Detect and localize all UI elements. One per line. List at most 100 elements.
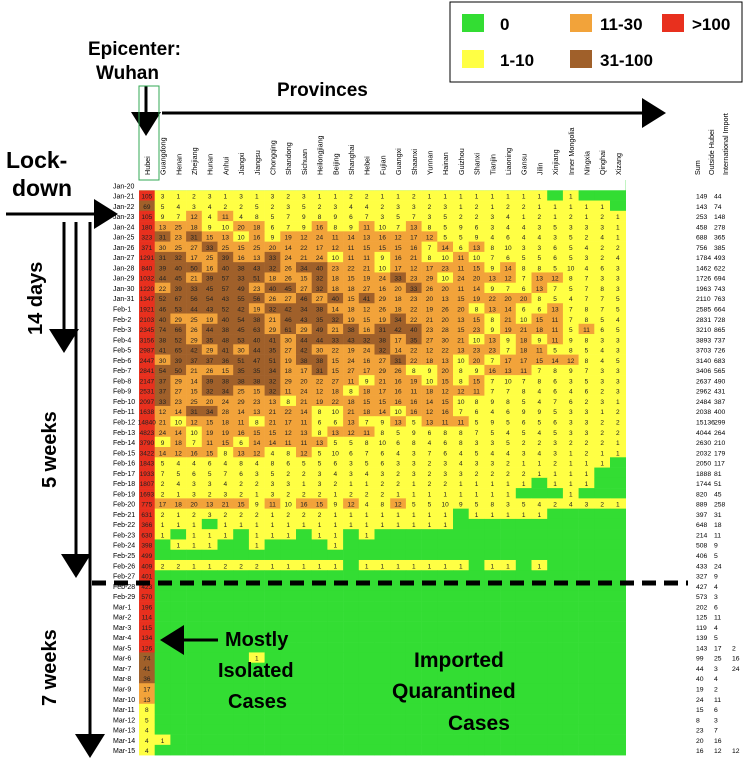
cell-value: 1 <box>365 563 369 570</box>
side-value: 299 <box>714 419 726 426</box>
cell-value: 13 <box>253 255 261 262</box>
cell-value: 3 <box>271 481 275 488</box>
heatmap-cell <box>405 262 422 273</box>
heatmap-cell <box>311 364 328 376</box>
heatmap-cell <box>468 611 485 622</box>
cell-value: 2 <box>522 471 526 478</box>
heatmap-cell <box>421 703 438 715</box>
heatmap-cell <box>594 405 611 417</box>
cell-value: 11 <box>363 255 370 262</box>
cell-value: 2 <box>585 440 589 447</box>
heatmap-cell <box>186 416 203 427</box>
heatmap-cell <box>170 724 187 735</box>
heatmap-cell <box>217 426 234 438</box>
cell-value: 40 <box>269 286 277 293</box>
cell-value: 1 <box>428 491 432 498</box>
cell-value: 17 <box>159 502 167 509</box>
heatmap-cell <box>531 693 548 705</box>
heatmap-cell <box>515 262 532 273</box>
cell-value: 1 <box>616 235 620 242</box>
cell-value: 16 <box>394 255 402 262</box>
heatmap-cell <box>280 539 297 551</box>
side-value: 149 <box>696 194 708 201</box>
heatmap-cell <box>201 611 218 622</box>
heatmap-cell <box>343 703 360 715</box>
heatmap-cell <box>296 467 312 479</box>
cell-value: 14 <box>269 440 277 447</box>
cell-value: 6 <box>286 461 290 468</box>
heatmap-cell <box>327 611 344 622</box>
cell-value: 3 <box>490 214 494 221</box>
heatmap-cell <box>186 210 203 222</box>
heatmap-cell <box>594 611 611 622</box>
heatmap-cell <box>217 354 234 366</box>
heatmap-cell <box>578 426 595 438</box>
cell-value: 5 <box>396 430 400 437</box>
heatmap-cell <box>311 631 328 643</box>
cell-value: 15 <box>363 317 371 324</box>
cell-value: 26 <box>379 307 387 314</box>
cell-value: 2 <box>161 481 165 488</box>
heatmap-cell <box>217 621 234 633</box>
cell-value: 11 <box>363 224 370 231</box>
heatmap-cell <box>610 241 626 253</box>
cell-value: 6 <box>538 307 542 314</box>
heatmap-cell <box>484 714 501 725</box>
heatmap-cell <box>610 488 626 499</box>
cell-value: 2 <box>459 214 463 221</box>
side-value: 5 <box>714 553 718 560</box>
heatmap-cell <box>248 631 265 643</box>
heatmap-cell <box>421 590 438 602</box>
cell-value: 19 <box>206 430 214 437</box>
heatmap-cell <box>186 375 203 386</box>
heatmap-cell <box>374 385 391 396</box>
heatmap-cell <box>343 672 360 684</box>
row-label: Feb-3 <box>113 327 131 334</box>
heatmap-cell <box>186 200 203 212</box>
heatmap-cell <box>201 683 218 694</box>
heatmap-cell <box>217 631 234 643</box>
heatmap-cell <box>500 344 517 355</box>
cell-value: 9 <box>381 255 385 262</box>
heatmap-cell <box>170 498 187 509</box>
cell-value: 5 <box>506 419 510 426</box>
cell-value: 14 <box>332 307 340 314</box>
heatmap-cell <box>264 744 281 756</box>
cell-value: 7 <box>553 286 557 293</box>
cell-value: 16 <box>206 265 214 272</box>
heatmap-cell <box>327 282 344 294</box>
cell-value: 40 <box>159 317 167 324</box>
heatmap-cell <box>610 426 626 438</box>
heatmap-cell <box>547 292 564 304</box>
cell-value: 35 <box>253 368 261 375</box>
heatmap-cell <box>201 416 218 427</box>
cell-value: 61 <box>285 327 293 334</box>
heatmap-cell <box>248 498 265 509</box>
heatmap-cell <box>358 344 375 355</box>
cell-value: 38 <box>159 337 167 344</box>
cell-value: 45 <box>285 286 293 293</box>
side-value: 688 <box>696 235 708 242</box>
heatmap-cell <box>327 210 344 222</box>
heatmap-cell <box>327 426 344 438</box>
heatmap-cell <box>531 210 548 222</box>
cell-value: 38 <box>316 307 324 314</box>
heatmap-cell <box>390 447 407 458</box>
heatmap-cell <box>578 714 595 725</box>
heatmap-cell <box>594 323 611 335</box>
heatmap-cell <box>358 313 375 325</box>
heatmap-cell <box>437 190 454 201</box>
heatmap-cell <box>547 652 564 663</box>
heatmap-cell <box>201 354 218 366</box>
cell-value: 8 <box>538 296 542 303</box>
cell-value: 2 <box>428 481 432 488</box>
heatmap-cell <box>217 652 234 663</box>
heatmap-cell <box>154 724 171 735</box>
cell-value: 1 <box>302 563 306 570</box>
heatmap-cell <box>484 693 501 705</box>
cell-value: 21 <box>347 409 355 416</box>
heatmap-cell <box>468 734 485 746</box>
cell-value: 2 <box>585 450 589 457</box>
heatmap-cell <box>437 323 454 335</box>
heatmap-cell <box>610 282 626 294</box>
